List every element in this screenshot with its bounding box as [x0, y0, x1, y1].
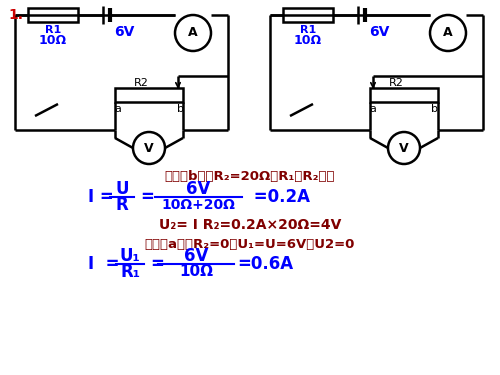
Text: 10Ω+20Ω: 10Ω+20Ω [161, 198, 235, 212]
Text: U: U [115, 180, 129, 198]
Text: U₁: U₁ [120, 247, 141, 265]
Bar [28, 8, 78, 22]
Text: a: a [370, 104, 376, 114]
Text: I  =: I = [88, 255, 120, 273]
Text: a: a [114, 104, 121, 114]
Text: =0.2A: =0.2A [248, 188, 310, 206]
Text: I =: I = [88, 188, 114, 206]
Text: A: A [443, 27, 453, 39]
Text: R₁: R₁ [120, 263, 140, 281]
Text: 6V: 6V [114, 25, 134, 39]
Bar [115, 88, 183, 102]
Text: =: = [140, 188, 154, 206]
Text: 10Ω: 10Ω [294, 33, 322, 46]
Text: b: b [432, 104, 438, 114]
Text: R1: R1 [45, 25, 61, 35]
Text: V: V [144, 141, 154, 154]
Text: 滑片在b端，R₂=20Ω，R₁、R₂串联: 滑片在b端，R₂=20Ω，R₁、R₂串联 [165, 171, 335, 183]
Text: 10Ω: 10Ω [39, 33, 67, 46]
Bar [283, 8, 333, 22]
Text: R: R [116, 196, 128, 214]
Text: V: V [399, 141, 409, 154]
Text: R2: R2 [388, 78, 404, 88]
Text: 6V: 6V [184, 247, 208, 265]
Text: b: b [176, 104, 184, 114]
Text: 滑片在a端，R₂=0，U₁=U=6V，U2=0: 滑片在a端，R₂=0，U₁=U=6V，U2=0 [145, 237, 355, 250]
Text: U₂= I R₂=0.2A×20Ω=4V: U₂= I R₂=0.2A×20Ω=4V [159, 218, 341, 232]
Text: 6V: 6V [369, 25, 390, 39]
Text: 1.: 1. [8, 8, 23, 22]
Text: 10Ω: 10Ω [179, 264, 213, 279]
Text: A: A [188, 27, 198, 39]
Text: R1: R1 [300, 25, 316, 35]
Bar [370, 88, 438, 102]
Text: =: = [150, 255, 164, 273]
Text: =0.6A: =0.6A [237, 255, 293, 273]
Text: R2: R2 [134, 78, 148, 88]
Text: 6V: 6V [186, 180, 210, 198]
